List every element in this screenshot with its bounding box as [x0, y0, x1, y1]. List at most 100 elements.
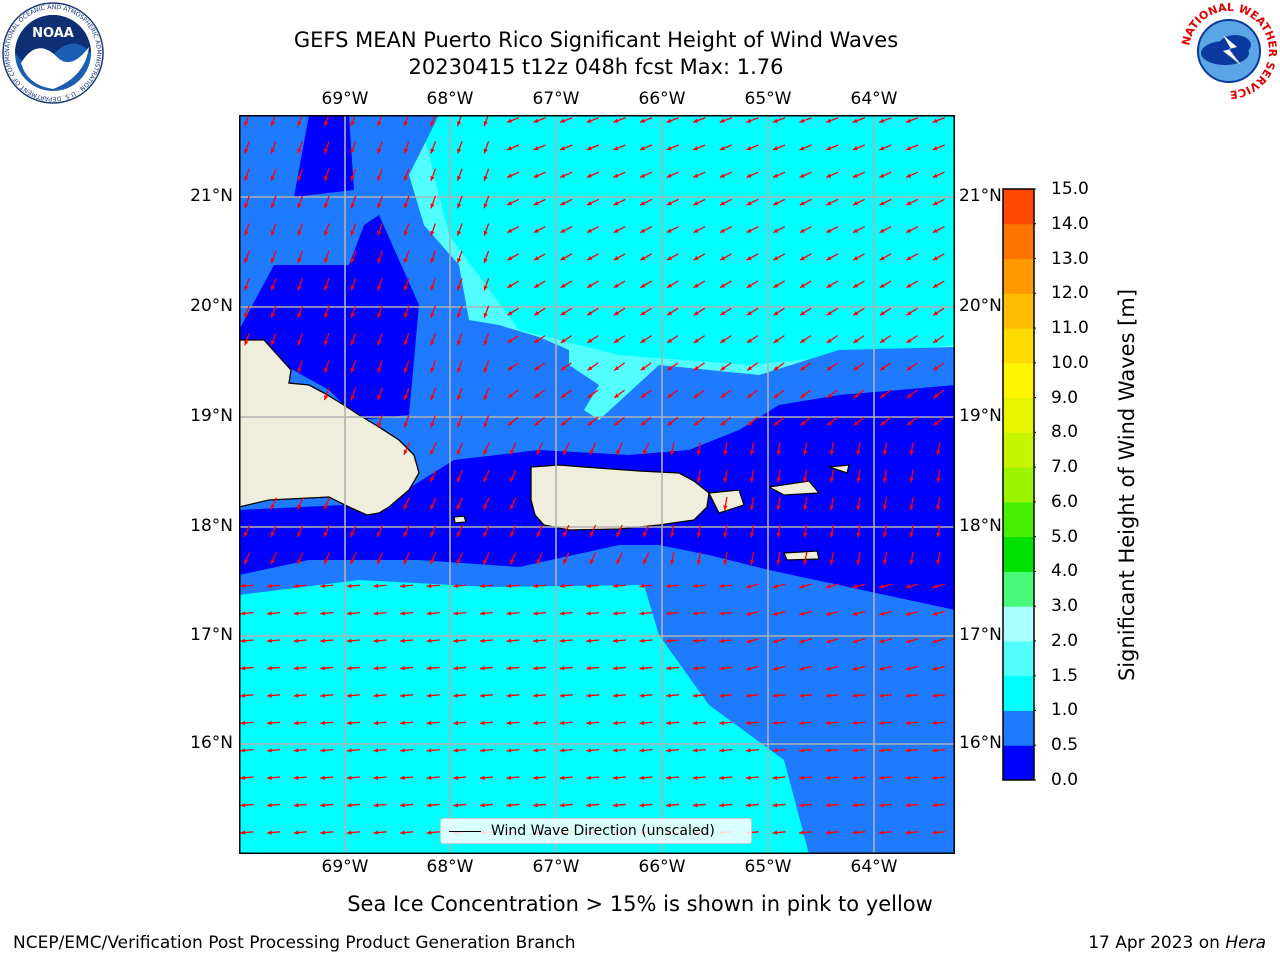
wave-direction-arrow: [403, 524, 410, 538]
wave-direction-arrow: [853, 416, 865, 426]
wave-direction-arrow: [562, 442, 570, 455]
wave-direction-arrow: [293, 666, 307, 671]
wave-direction-arrow: [746, 362, 759, 371]
wave-direction-arrow: [267, 611, 281, 616]
wave-direction-arrow: [852, 253, 865, 261]
colorbar-tick-label: 1.0: [1051, 700, 1079, 721]
colorbar-swatch: [1003, 397, 1034, 433]
wave-direction-arrow: [323, 141, 330, 154]
wave-direction-arrow: [640, 362, 652, 371]
wave-direction-arrow: [586, 638, 600, 643]
wave-direction-arrow: [745, 803, 759, 808]
wave-direction-arrow: [719, 693, 733, 698]
wave-direction-arrow: [586, 748, 600, 753]
wave-direction-arrow: [586, 803, 600, 808]
colorbar-swatch: [1003, 223, 1034, 260]
wave-direction-arrow: [346, 830, 360, 835]
wave-direction-arrow: [323, 332, 330, 346]
wave-direction-arrow: [589, 552, 597, 565]
wave-direction-arrow: [666, 198, 679, 206]
wave-direction-arrow: [667, 389, 679, 399]
wave-direction-arrow: [878, 775, 892, 780]
wave-direction-arrow: [430, 360, 437, 373]
wave-direction-arrow: [430, 305, 437, 319]
wave-direction-arrow: [829, 469, 834, 483]
wave-direction-arrow: [640, 389, 652, 399]
wave-direction-arrow: [240, 803, 254, 808]
wave-direction-arrow: [666, 748, 680, 753]
wave-direction-arrow: [905, 693, 919, 698]
wave-direction-arrow: [852, 693, 866, 698]
map-gridlines: [239, 115, 955, 854]
wave-direction-arrow: [400, 611, 414, 616]
wave-direction-arrow: [323, 497, 331, 510]
wave-direction-arrow: [373, 638, 387, 643]
wave-direction-arrow: [746, 416, 758, 426]
wave-direction-arrow: [825, 144, 839, 151]
wave-direction-arrow: [403, 223, 410, 236]
wave-direction-arrow: [616, 524, 623, 538]
wave-direction-arrow: [932, 830, 946, 835]
wave-direction-arrow: [479, 638, 493, 643]
wave-direction-arrow: [776, 551, 781, 565]
wave-direction-arrow: [639, 748, 653, 753]
wave-direction-arrow: [749, 469, 755, 483]
wave-direction-arrow: [376, 524, 384, 538]
wave-direction-arrow: [350, 278, 357, 291]
wave-direction-arrow: [746, 226, 759, 234]
wave-direction-arrow: [346, 775, 360, 780]
wave-direction-arrow: [456, 387, 463, 401]
wave-direction-arrow: [642, 552, 650, 565]
wave-direction-arrow: [773, 335, 785, 344]
wave-direction-arrow: [479, 803, 493, 808]
wave-direction-arrow: [720, 389, 732, 399]
wave-direction-arrow: [803, 469, 808, 483]
colorbar-swatch: [1003, 258, 1034, 294]
wave-direction-arrow: [586, 253, 599, 261]
wave-direction-arrow: [906, 280, 918, 289]
wave-direction-arrow: [430, 332, 437, 346]
wave-direction-arrow: [692, 720, 706, 726]
wave-direction-arrow: [533, 171, 546, 179]
wave-direction-arrow: [905, 226, 919, 234]
wave-direction-arrow: [692, 611, 706, 616]
wave-direction-arrow: [456, 415, 463, 428]
wave-direction-arrow: [639, 720, 653, 726]
wave-direction-arrow: [429, 552, 437, 565]
wave-direction-arrow: [852, 830, 866, 835]
wave-direction-arrow: [533, 198, 546, 206]
wave-direction-arrow: [720, 335, 732, 344]
lon-tick-label: 65°W: [744, 857, 792, 877]
wave-direction-arrow: [776, 524, 781, 538]
wave-direction-arrow: [696, 469, 701, 483]
wave-direction-arrow: [879, 253, 892, 261]
wave-direction-arrow: [240, 720, 254, 726]
wave-direction-arrow: [719, 666, 733, 671]
wave-direction-arrow: [853, 335, 865, 344]
wave-direction-arrow: [293, 748, 307, 753]
wave-direction-arrow: [799, 583, 813, 589]
wave-direction-arrow: [692, 748, 706, 753]
wave-direction-arrow: [666, 666, 680, 671]
wave-direction-arrow: [640, 416, 652, 426]
wave-direction-arrow: [244, 141, 250, 154]
wave-direction-arrow: [639, 144, 653, 151]
wave-direction-arrow: [856, 442, 861, 456]
wave-direction-arrow: [670, 442, 675, 456]
wave-direction-arrow: [240, 583, 254, 589]
wave-direction-arrow: [719, 307, 732, 316]
wave-direction-arrow: [560, 335, 572, 344]
wave-direction-arrow: [773, 389, 785, 399]
wave-direction-arrow: [244, 305, 250, 319]
wave-direction-arrow: [772, 830, 786, 835]
wave-direction-arrow: [692, 638, 706, 643]
wave-direction-arrow: [509, 552, 517, 565]
wave-direction-arrow: [267, 583, 281, 589]
wave-direction-arrow: [506, 171, 520, 179]
wave-direction-arrow: [373, 748, 387, 753]
wave-direction-arrow: [426, 803, 440, 808]
wave-direction-arrow: [639, 226, 653, 234]
wave-direction-arrow: [323, 168, 330, 182]
legend-line-swatch: [449, 831, 481, 832]
wave-direction-arrow: [933, 416, 945, 426]
